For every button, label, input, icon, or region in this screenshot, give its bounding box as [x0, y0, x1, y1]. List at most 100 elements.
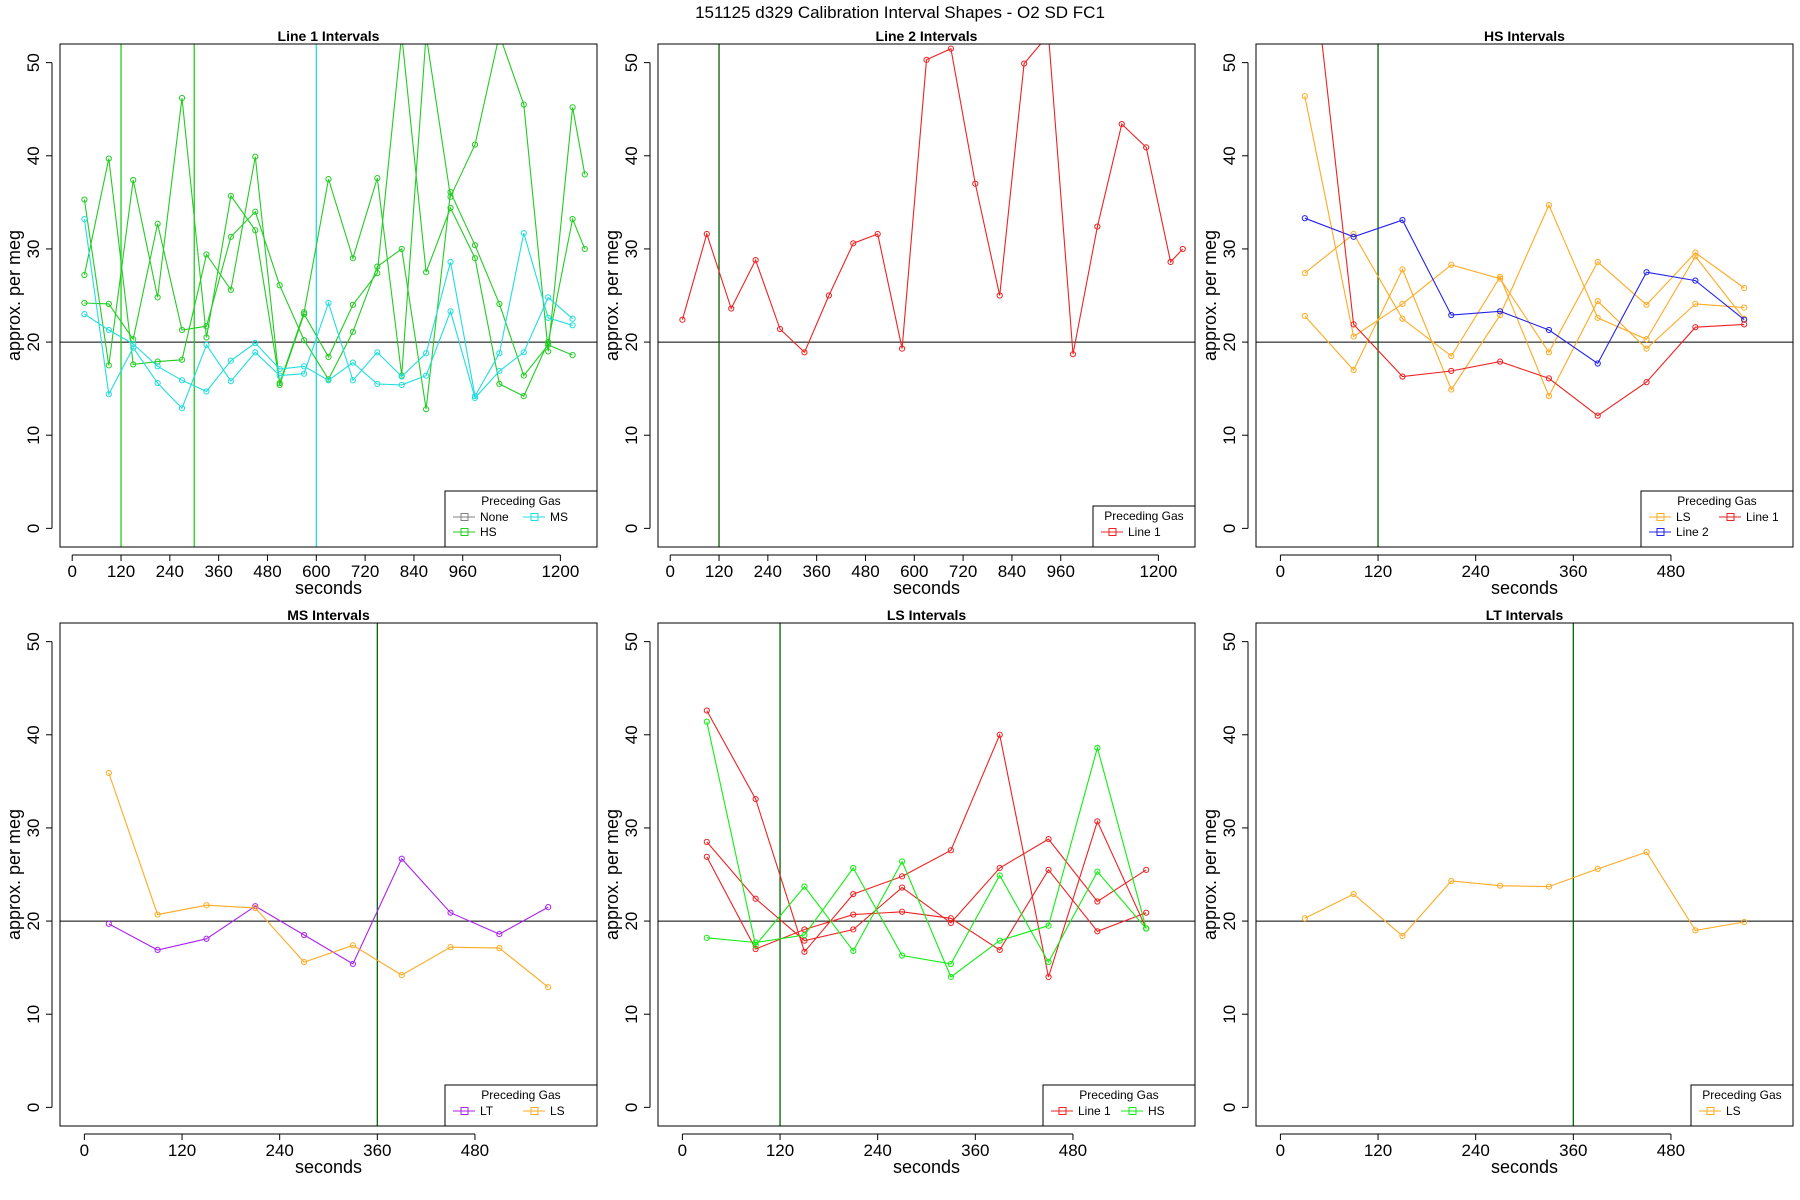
p6-series-ls-1-point — [1643, 849, 1650, 856]
p4-legend-box — [444, 1084, 598, 1127]
p3-series-ls-2-point — [1741, 304, 1748, 311]
p3-legend-title: Preceding Gas — [1677, 494, 1756, 508]
p3-series-line-1-5-point — [1350, 321, 1357, 328]
p2-y-tick-label: 0 — [622, 524, 641, 533]
p2-panel-title: Line 2 Intervals — [876, 28, 978, 44]
p3-series-line-2-4-point — [1301, 215, 1308, 222]
p2-series-line-1-1-point — [703, 230, 710, 238]
p3-legend-symbol-line-2 — [1656, 528, 1665, 536]
p1-legend-symbol-ms — [530, 513, 539, 521]
p3-series-ls-1-point — [1692, 249, 1699, 256]
p1-panel-title: Line 1 Intervals — [278, 28, 380, 44]
p3-series-ls-2-point — [1643, 345, 1650, 352]
p2-series-line-1-1-point — [1167, 258, 1174, 266]
p3-series-ls-3-point — [1545, 202, 1553, 209]
p2-series-line-1-1-point — [923, 56, 930, 63]
p5-plot-frame — [657, 622, 1196, 1127]
p1-series-hs-3-point — [447, 189, 454, 196]
p3-series-ls-1-point — [1594, 258, 1601, 266]
p2-series-line-1-1-point — [1118, 121, 1125, 128]
p5-series-line-1-3-point — [1094, 928, 1101, 935]
p3-series-ls-3-point — [1496, 311, 1504, 319]
p1-series-hs-2-point — [496, 380, 503, 388]
p1-series-hs-3-point — [81, 299, 88, 307]
p4-x-tick-label: 0 — [80, 1141, 89, 1160]
p4-series-ls-2-point — [447, 944, 454, 951]
p2-series-line-1-1-line — [681, 44, 1184, 355]
p6-legend-label-ls: LS — [1726, 1104, 1741, 1118]
p1-series-ms-4-point — [520, 229, 527, 237]
p3-series-line-2-4-line — [1304, 217, 1745, 365]
p6-legend-title: Preceding Gas — [1702, 1088, 1781, 1102]
p6-plot-area — [1256, 623, 1793, 1126]
p1-series-ms-5-point — [423, 372, 430, 379]
p1-plot-frame — [59, 43, 598, 548]
p1-series-hs-3-point — [398, 245, 405, 253]
p6-x-axis-label: seconds — [1491, 1157, 1558, 1177]
p2-y-tick-label: 30 — [622, 239, 641, 258]
p4-series-lt-1-line — [108, 857, 549, 965]
p4-series-lt-1-point — [300, 931, 308, 939]
p1-series-hs-1-point — [227, 192, 234, 199]
p4-series-ls-2-point — [398, 972, 405, 979]
p1-series-ms-5-point — [154, 363, 161, 370]
p3-series-ls-3-point — [1692, 253, 1699, 260]
p1-series-hs-1-point — [545, 348, 552, 355]
p1-series-hs-2-point — [471, 255, 479, 262]
p3-series-ls-3-point — [1448, 386, 1455, 393]
p4-series-ls-2-point — [300, 958, 308, 966]
p1-series-hs-2-point — [252, 153, 259, 160]
p1-series-hs-3-point — [374, 263, 381, 270]
p3-series-ls-3-point — [1301, 312, 1308, 320]
p5-x-tick-label: 480 — [1059, 1141, 1087, 1160]
p4-plot-frame — [59, 622, 598, 1127]
p5-series-line-1-3-point — [850, 911, 857, 918]
p2-x-tick-label: 720 — [949, 562, 977, 581]
p1-series-hs-2-point — [569, 216, 576, 223]
p1-series-hs-1-point — [325, 175, 332, 183]
p5-series-line-1-1-point — [996, 731, 1003, 738]
p4-x-tick-label: 360 — [363, 1141, 391, 1160]
p5-series-line-1-1-line — [706, 710, 1147, 978]
p5-y-tick-label: 40 — [622, 725, 641, 744]
p5-series-line-1-2-point — [898, 884, 906, 891]
p4-series-lt-1-point — [105, 920, 112, 927]
p5-x-tick-label: 360 — [961, 1141, 989, 1160]
p5-x-tick-label: 120 — [766, 1141, 794, 1160]
p1-series-hs-3-point — [471, 242, 479, 249]
p6-legend-symbol-ls — [1706, 1107, 1715, 1115]
p6-series-ls-1-point — [1692, 927, 1699, 934]
p1-x-tick-label: 360 — [204, 562, 232, 581]
p1-y-axis-label: approx. per meg — [4, 230, 24, 361]
p3-series-ls-1-point — [1448, 261, 1455, 268]
p4-series-lt-1-point — [154, 946, 161, 954]
p5-legend-title: Preceding Gas — [1079, 1088, 1158, 1102]
p5-series-line-1-2-point — [947, 919, 955, 927]
p3-x-tick-label: 0 — [1276, 562, 1285, 581]
p1-series-ms-4-line — [83, 219, 573, 410]
p2-series-line-1-1-point — [1046, 32, 1051, 37]
p6-y-tick-label: 40 — [1220, 725, 1239, 744]
p1-series-ms-4-point — [423, 350, 430, 357]
p1-series-ms-4-point — [496, 350, 503, 357]
p4-series-ls-2-point — [496, 944, 503, 952]
p5-y-tick-label: 50 — [622, 632, 641, 651]
p3-legend-symbol-line-1 — [1726, 513, 1735, 521]
p5-y-axis-label: approx. per meg — [602, 809, 622, 940]
p3-series-ls-1-point — [1301, 93, 1308, 100]
p1-series-hs-3-point — [276, 282, 283, 289]
p4-y-tick-label: 50 — [24, 632, 43, 651]
p4-series-lt-1-point — [545, 904, 552, 911]
p1-series-hs-2-point — [581, 245, 588, 253]
p5-series-hs-4-point — [996, 937, 1003, 944]
p2-series-line-1-1-point — [972, 180, 979, 187]
p5-x-tick-label: 240 — [863, 1141, 891, 1160]
p2-x-axis-label: seconds — [893, 578, 960, 598]
p1-series-hs-2-point — [154, 358, 161, 365]
p5-series-line-1-1-point — [850, 890, 857, 898]
p1-series-hs-1-point — [154, 294, 161, 301]
p6-series-ls-1-point — [1741, 918, 1748, 926]
p6-y-tick-label: 50 — [1220, 632, 1239, 651]
p3-x-tick-label: 480 — [1657, 562, 1685, 581]
